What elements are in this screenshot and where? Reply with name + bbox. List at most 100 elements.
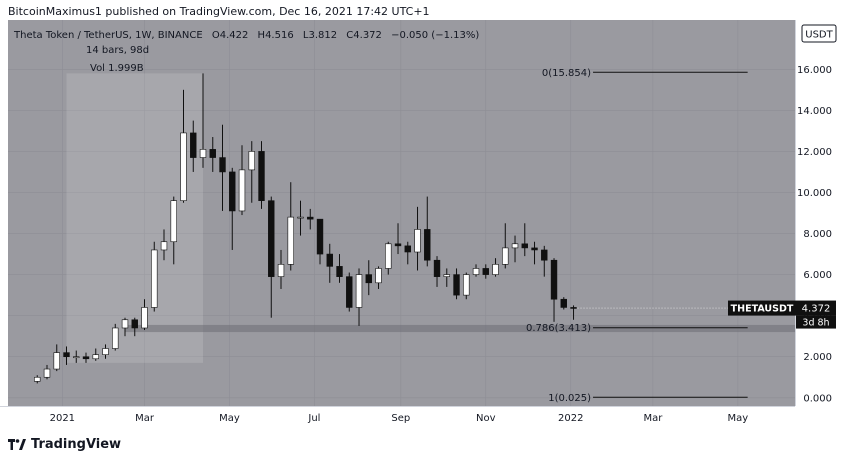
x-tick-label: 2021 [50, 413, 75, 424]
currency-badge[interactable] [801, 24, 837, 43]
support-zone [125, 324, 795, 333]
y-tick-label: 16.000 [797, 65, 832, 76]
candle-down [365, 274, 372, 284]
candle-down [541, 249, 548, 261]
candle-up [112, 327, 119, 349]
candle-up [248, 151, 255, 171]
date-range-highlight [66, 73, 204, 363]
x-tick-label: Sep [391, 413, 410, 424]
high-key: H [257, 30, 266, 41]
y-tick-label: 2.000 [803, 352, 832, 363]
highlight-rect [66, 73, 204, 363]
candle-up [511, 243, 519, 249]
x-tick-label: May [219, 413, 240, 424]
candle-up [141, 307, 148, 329]
candle-up [472, 268, 480, 275]
candle-up [53, 352, 60, 370]
price-axis[interactable]: 0.0002.0004.0006.0008.00010.00012.00014.… [795, 20, 850, 430]
candle-up [160, 241, 168, 251]
candle-down [550, 259, 558, 300]
y-tick-label: 14.000 [797, 106, 832, 117]
candle-down [63, 352, 70, 358]
candle-up [297, 216, 304, 219]
price-tag: 4.372 [802, 304, 831, 315]
x-tick-label: 2022 [558, 413, 583, 424]
close-key: C [346, 30, 354, 41]
plot-area[interactable] [8, 20, 795, 406]
candle-down [404, 245, 411, 253]
candle-down [394, 243, 402, 247]
y-tick-label: 8.000 [803, 229, 832, 240]
close-value: 4.372 [353, 30, 382, 41]
open-value: 4.422 [219, 30, 249, 41]
candle-down [531, 247, 538, 251]
candle-down [209, 149, 216, 158]
candle-down [453, 274, 460, 296]
fib-level-label: 1(0.025) [548, 393, 591, 404]
y-tick-label: 0.000 [803, 393, 832, 404]
candle-up [151, 249, 158, 308]
candle-up [277, 264, 285, 277]
fib-retracement[interactable]: 0(15.854) 0.786(3.413) 1(0.025) [526, 68, 748, 404]
candle-down [82, 356, 90, 360]
candle-down [268, 200, 275, 277]
countdown-tag: 3d 8h [802, 318, 829, 329]
open-key: O [211, 30, 220, 41]
low-key: L [302, 30, 309, 41]
range-bars-label: 14 bars, 98d [86, 45, 150, 56]
x-tick-label: Jul [307, 413, 320, 424]
candles [34, 73, 795, 384]
candle-down [560, 298, 567, 308]
candle-up [443, 274, 450, 277]
price-chart[interactable]: 0(15.854) 0.786(3.413) 1(0.025) 0.000 2.000… [0, 20, 850, 430]
candle-up [463, 274, 470, 296]
x-tick-label: Mar [643, 413, 663, 424]
brand-name: TradingView [31, 437, 122, 452]
currency-label: USDT [805, 30, 833, 41]
candle-down [219, 157, 226, 173]
candle-up [34, 376, 41, 382]
high-value: 4.516 [265, 30, 294, 41]
candle-up [170, 200, 177, 243]
tradingview-logo[interactable]: TradingView [8, 437, 121, 452]
price-tag-bg [796, 300, 836, 316]
candle-down [326, 253, 333, 267]
candle-up [502, 247, 509, 265]
candle-up [414, 229, 421, 253]
candle-up [375, 268, 382, 284]
candle-up [180, 132, 187, 201]
candle-down [346, 276, 353, 308]
published-by-text: BitcoinMaximus1 published on TradingView… [8, 5, 430, 18]
candle-down [229, 171, 236, 212]
symbol-legend[interactable]: Theta Token / TetherUS, 1W, BINANCE O4.4… [14, 30, 479, 41]
candle-down [131, 319, 138, 329]
x-tick-label: May [728, 413, 749, 424]
low-value: 3.812 [308, 30, 338, 41]
candle-up [199, 149, 207, 158]
symbol-name: Theta Token / TetherUS, 1W, BINANCE [14, 30, 203, 41]
y-tick-label: 10.000 [797, 188, 832, 199]
candle-up [385, 243, 392, 269]
candle-up [92, 354, 99, 360]
time-axis[interactable]: 2021 Mar May Jul Sep Nov 2022 Mar May [0, 406, 795, 430]
candle-down [424, 229, 431, 261]
symbol-tag: THETAUSDT [731, 304, 794, 315]
x-tick-label: Mar [135, 413, 155, 424]
candle-down [482, 268, 489, 275]
support-zone-rect [125, 324, 795, 333]
candle-up [102, 348, 109, 355]
time-axis-bg [0, 406, 795, 430]
x-tick-label: Nov [476, 413, 496, 424]
candle-down [307, 216, 314, 220]
tradingview-logo-icon [8, 439, 26, 450]
last-price-tag: THETAUSDT 4.372 3d 8h [728, 300, 836, 329]
candle-down [258, 151, 265, 201]
candle-up [355, 274, 363, 308]
grid-lines [8, 20, 795, 406]
symbol-tag-bg [728, 300, 796, 316]
candle-down [570, 307, 577, 309]
fib-level-label: 0(15.854) [542, 68, 591, 79]
price-axis-bg [795, 20, 850, 430]
candle-down [433, 259, 441, 277]
